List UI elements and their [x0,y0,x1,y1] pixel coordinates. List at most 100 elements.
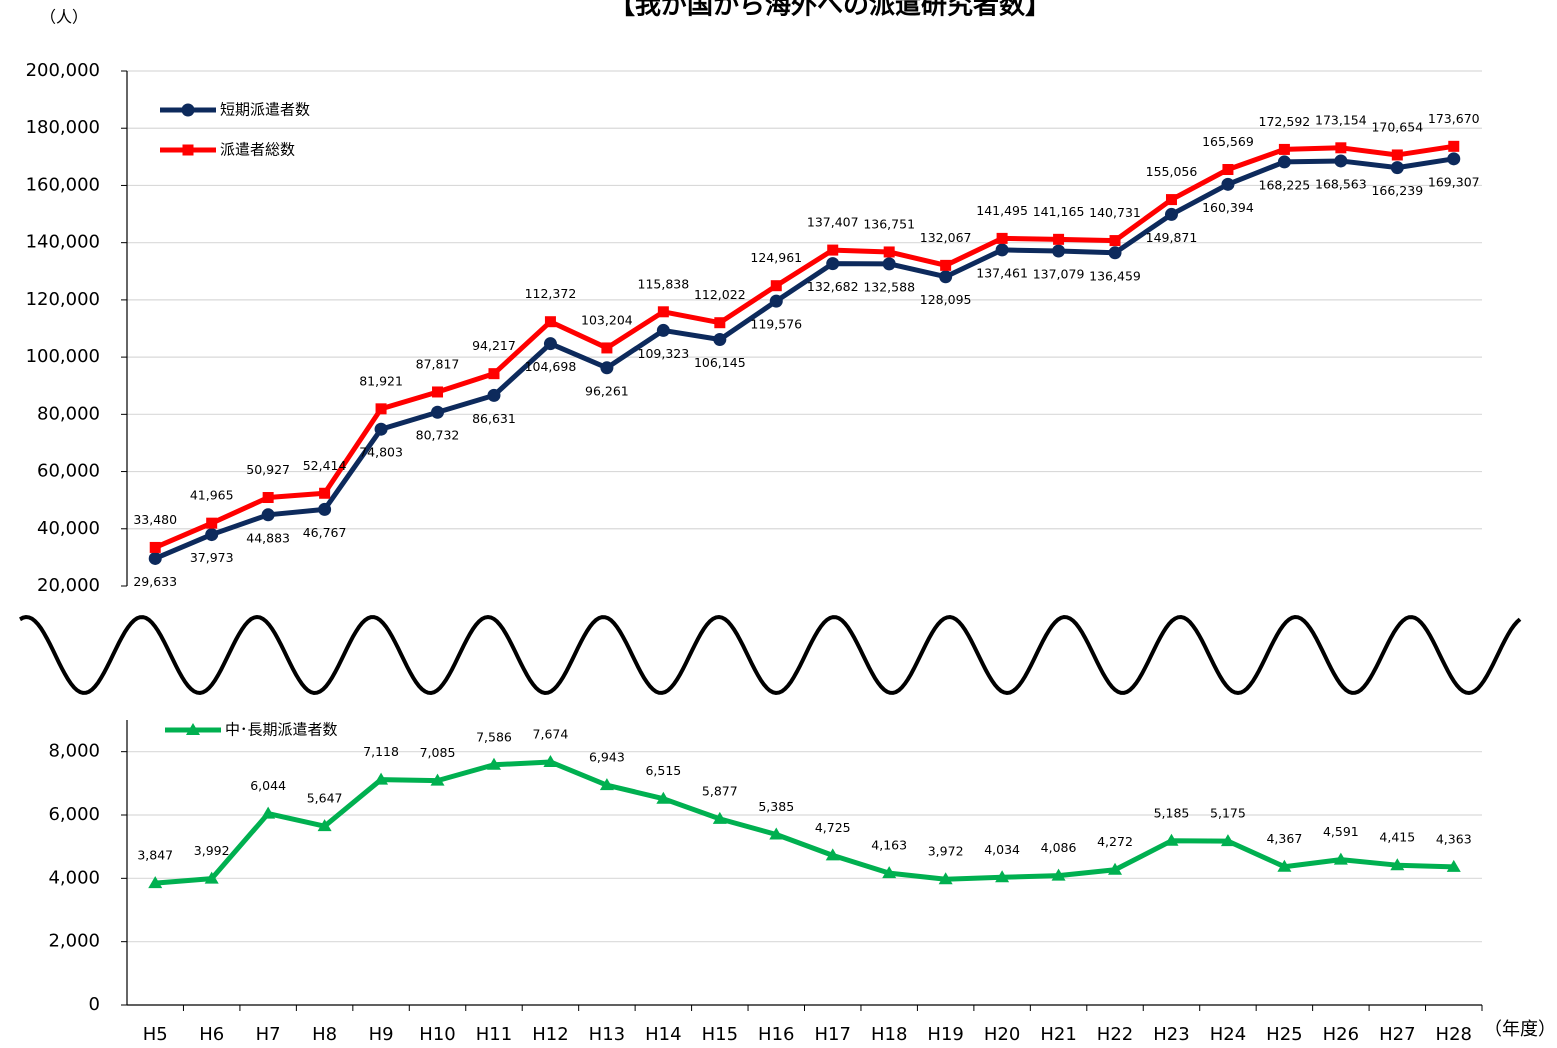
marker [1277,859,1292,872]
series-line [155,759,1454,886]
data-label: 168,563 [1315,176,1367,191]
y-tick-label: 8,000 [48,741,100,762]
data-label: 115,838 [638,276,690,291]
data-label: 104,698 [525,359,577,374]
y-tick-label: 80,000 [37,403,100,424]
marker [431,405,445,419]
marker [883,246,895,258]
marker [1164,833,1179,846]
marker [261,508,275,522]
data-label: 6,044 [250,778,286,793]
data-label: 166,239 [1371,183,1423,198]
marker [601,342,613,354]
marker [712,811,727,824]
x-tick-label: H20 [984,1024,1020,1045]
marker [543,337,557,351]
marker [1220,834,1235,847]
data-label: 37,973 [190,550,234,565]
marker [1108,862,1123,875]
data-label: 124,961 [750,250,802,265]
data-label: 5,175 [1210,806,1246,821]
marker [1052,244,1066,258]
marker [206,517,218,529]
y-tick-label: 4,000 [48,867,100,888]
marker [1390,858,1405,871]
data-label: 87,817 [416,356,460,371]
x-tick-label: H17 [815,1024,851,1045]
data-label: 4,363 [1436,831,1472,846]
data-label: 106,145 [694,355,746,370]
x-unit: （年度） [1484,1019,1556,1040]
marker [940,259,952,271]
marker [374,422,388,436]
x-tick-label: H23 [1153,1024,1189,1045]
y-tick-label: 0 [89,994,100,1015]
x-tick-label: H9 [369,1024,394,1045]
data-label: 81,921 [359,373,403,388]
x-tick-label: H13 [589,1024,625,1045]
series-line [154,143,1455,550]
data-label: 172,592 [1259,114,1311,129]
data-label: 74,803 [359,445,403,460]
marker [656,791,671,804]
legend-marker [182,144,194,156]
data-label: 132,682 [807,279,859,294]
data-label: 44,883 [246,530,290,545]
marker [1277,155,1291,169]
x-tick-label: H5 [143,1024,168,1045]
data-label: 4,415 [1379,830,1415,845]
marker [1164,207,1178,221]
x-tick-label: H22 [1097,1024,1133,1045]
data-label: 52,414 [303,458,347,473]
data-label: 137,079 [1033,267,1085,282]
data-label: 7,118 [363,744,399,759]
x-tick-label: H16 [758,1024,794,1045]
data-label: 7,586 [476,729,512,744]
x-tick-label: H11 [476,1024,512,1045]
marker [432,386,444,398]
marker [769,294,783,308]
data-label: 169,307 [1428,174,1480,189]
data-label: 109,323 [638,346,690,361]
data-label: 160,394 [1202,200,1254,215]
series-line [154,156,1455,561]
data-label: 136,751 [863,216,915,231]
data-label: 80,732 [416,428,460,443]
marker [486,757,501,770]
marker [205,528,219,542]
marker [1221,177,1235,191]
data-label: 165,569 [1202,134,1254,149]
marker [1109,235,1121,247]
x-tick-label: H19 [927,1024,963,1045]
data-label: 86,631 [472,411,516,426]
x-tick-label: H12 [532,1024,568,1045]
x-tick-label: H26 [1323,1024,1359,1045]
data-label: 112,022 [694,287,746,302]
marker [148,876,163,889]
data-label: 137,407 [807,215,859,230]
marker [1335,142,1347,154]
marker [1051,868,1066,881]
marker [599,778,614,791]
marker [1446,859,1461,872]
data-label: 7,085 [420,745,456,760]
marker [825,848,840,861]
y-tick-label: 120,000 [26,289,100,310]
data-label: 4,163 [871,838,907,853]
marker [713,333,727,347]
data-label: 50,927 [246,462,290,477]
marker [149,541,161,553]
data-label: 132,067 [920,230,972,245]
marker [1053,233,1065,245]
marker [1278,143,1290,155]
data-label: 141,165 [1033,204,1085,219]
x-tick-label: H18 [871,1024,907,1045]
marker [148,551,162,565]
marker [262,492,274,504]
legend-marker [186,723,200,735]
y-tick-label: 2,000 [48,931,100,952]
data-label: 103,204 [581,312,633,327]
y-tick-label: 160,000 [26,174,100,195]
marker [1391,149,1403,161]
marker [770,280,782,292]
